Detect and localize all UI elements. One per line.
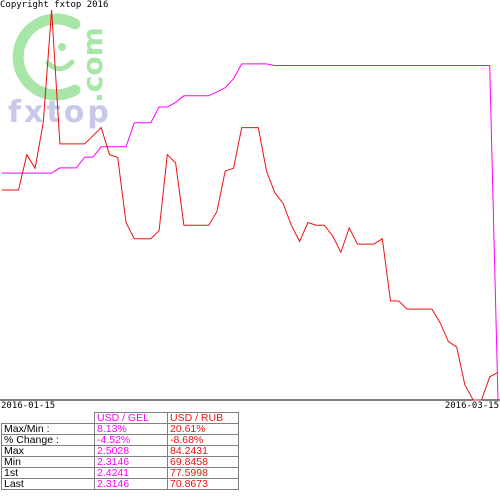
x-tick-label: 2016-03-15 (444, 401, 499, 411)
series-line-usd-gel (2, 63, 499, 401)
stats-header-gel: USD / GEL (94, 412, 168, 424)
stats-header-row: USD / GEL USD / RUB (1, 412, 239, 424)
stats-row: % Change : -4.52% -8.68% (1, 434, 239, 446)
copyright-text: Copyright fxtop 2016 (0, 0, 109, 10)
x-tick-label: 2016-01-15 (1, 401, 56, 411)
stats-row: Last 2.3146 70.8673 (1, 478, 239, 490)
stats-value-gel: 2.5028 (94, 445, 168, 457)
stats-value-gel: 2.3146 (94, 456, 168, 468)
stats-value-gel: 8.13% (94, 423, 168, 435)
chart: .com fxtop (0, 9, 500, 401)
stats-row: Min 2.3146 69.8458 (1, 456, 239, 468)
stats-value-gel: 2.4241 (94, 467, 168, 479)
stats-row-label: 1st (1, 467, 95, 479)
stats-row-label: Last (1, 478, 95, 490)
stats-row-label: Max/Min : (1, 423, 95, 435)
watermark-logo-text: fxtop (8, 95, 112, 130)
stats-row-label: Min (1, 456, 95, 468)
series-line-usd-rub (2, 9, 499, 401)
stats-value-rub: 70.8673 (167, 478, 239, 490)
stats-header-empty (1, 412, 95, 424)
stats-table: USD / GEL USD / RUB Max/Min : 8.13% 20.6… (1, 412, 239, 490)
stats-value-rub: 77.5998 (167, 467, 239, 479)
watermark-side-text: .com (76, 27, 109, 103)
stats-value-rub: -8.68% (167, 434, 239, 446)
stats-value-rub: 84.2431 (167, 445, 239, 457)
smiley-icon (12, 13, 81, 101)
stats-row: 1st 2.4241 77.5998 (1, 467, 239, 479)
series-layer (2, 9, 499, 401)
watermark-logo: .com fxtop (8, 13, 112, 130)
stats-value-gel: -4.52% (94, 434, 168, 446)
stats-header-rub: USD / RUB (167, 412, 239, 424)
stats-row: Max 2.5028 84.2431 (1, 445, 239, 457)
stats-value-rub: 69.8458 (167, 456, 239, 468)
stats-value-gel: 2.3146 (94, 478, 168, 490)
stats-row-label: % Change : (1, 434, 95, 446)
stats-row-label: Max (1, 445, 95, 457)
stats-row: Max/Min : 8.13% 20.61% (1, 423, 239, 435)
stats-value-rub: 20.61% (167, 423, 239, 435)
